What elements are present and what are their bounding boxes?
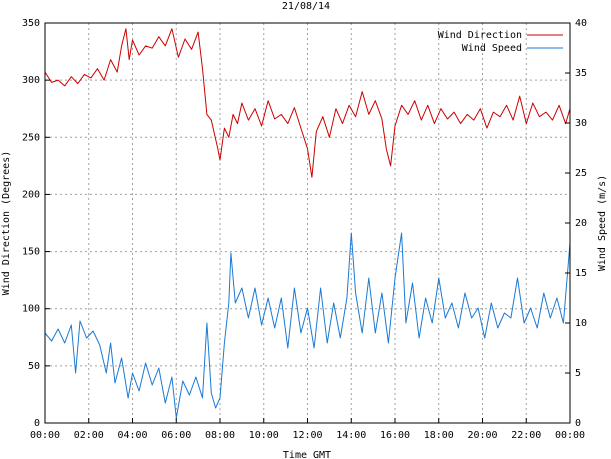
chart-title: 21/08/14 — [282, 1, 330, 12]
x-tick-label: 02:00 — [74, 430, 104, 441]
left-y-axis-label: Wind Direction (Degrees) — [1, 151, 12, 296]
right-y-tick-label: 25 — [575, 168, 587, 179]
series-line-wind-direction — [44, 28, 571, 178]
x-tick-label: 16:00 — [380, 430, 410, 441]
x-axis-label: Time GMT — [283, 450, 331, 459]
right-y-tick-label: 10 — [575, 318, 587, 329]
x-tick-label: 22:00 — [511, 430, 541, 441]
x-tick-labels: 00:00 02:00 04:00 06:00 08:00 10:00 12:00 14:00… — [30, 430, 585, 441]
x-tick-label: 20:00 — [467, 430, 497, 441]
right-y-axis-label: Wind Speed (m/s) — [597, 175, 608, 271]
axis-ticks — [44, 22, 571, 424]
x-tick-label: 12:00 — [292, 430, 322, 441]
x-tick-label: 18:00 — [424, 430, 454, 441]
right-y-tick-label: 30 — [575, 118, 587, 129]
right-y-tick-label: 5 — [575, 368, 581, 379]
x-tick-label: 14:00 — [336, 430, 366, 441]
left-y-tick-label: 200 — [22, 189, 40, 200]
left-y-tick-label: 50 — [28, 361, 40, 372]
x-tick-label: 08:00 — [205, 430, 235, 441]
x-tick-label: 10:00 — [249, 430, 279, 441]
right-y-tick-label: 0 — [575, 418, 581, 429]
left-y-tick-label: 100 — [22, 304, 40, 315]
right-y-tick-label: 35 — [575, 68, 587, 79]
x-tick-label: 00:00 — [555, 430, 585, 441]
left-y-tick-label: 300 — [22, 75, 40, 86]
x-tick-label: 04:00 — [117, 430, 147, 441]
grid — [45, 23, 570, 423]
x-tick-label: 00:00 — [30, 430, 60, 441]
left-y-tick-label: 350 — [22, 18, 40, 29]
legend: Wind Direction Wind Speed — [438, 30, 563, 54]
left-y-tick-label: 250 — [22, 132, 40, 143]
left-y-tick-labels: 0 50 100 150 200 250 300 350 — [22, 18, 40, 429]
legend-label: Wind Speed — [462, 43, 522, 54]
legend-label: Wind Direction — [438, 30, 522, 41]
right-y-tick-label: 40 — [575, 18, 587, 29]
left-y-tick-label: 0 — [34, 418, 40, 429]
left-y-tick-label: 150 — [22, 247, 40, 258]
series-lines — [44, 28, 571, 419]
right-y-tick-labels: 0 5 10 15 20 25 30 35 40 — [575, 18, 587, 429]
right-y-tick-label: 20 — [575, 218, 587, 229]
x-tick-label: 06:00 — [161, 430, 191, 441]
series-line-wind-speed — [44, 232, 571, 419]
right-y-tick-label: 15 — [575, 268, 587, 279]
